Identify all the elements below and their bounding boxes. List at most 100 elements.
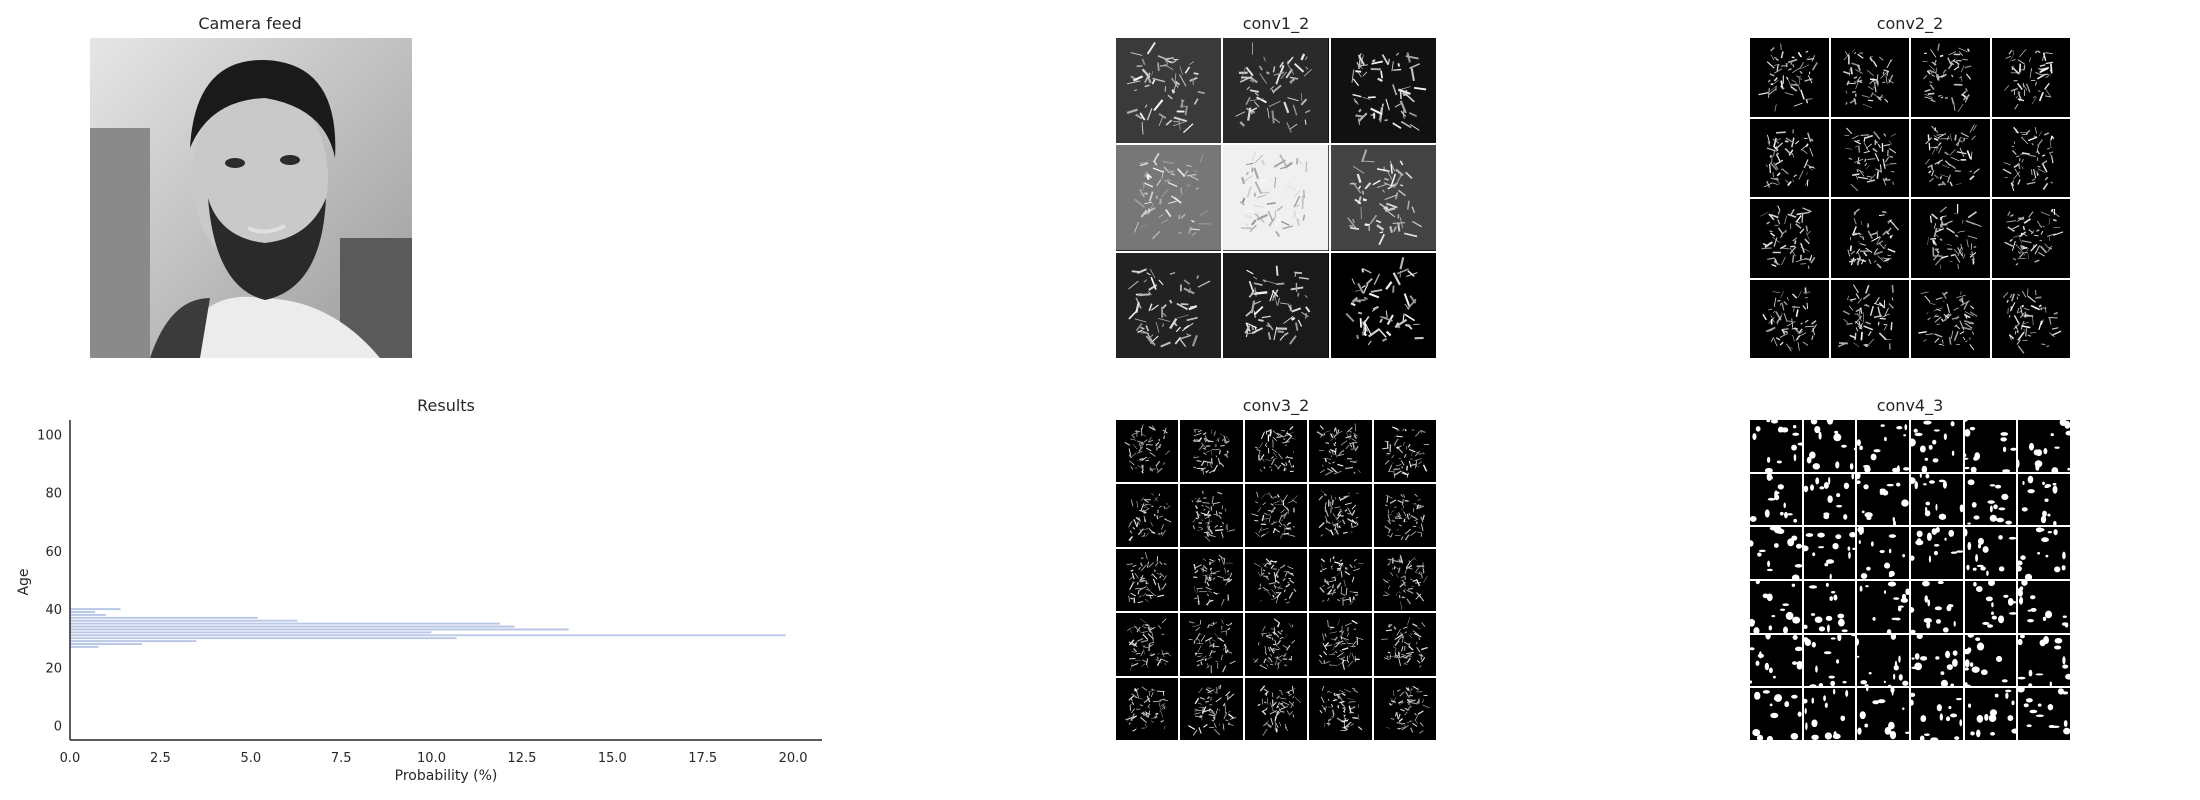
conv4-3-title: conv4_3 [1876,396,1944,415]
feature-map-tile [1803,420,1856,472]
feature-map-tile [1309,548,1372,612]
feature-map-tile [1180,613,1243,676]
feature-map-tile [1911,279,1990,358]
feature-map-tile [1116,145,1222,251]
feature-map-tile [1244,677,1308,740]
feature-map-tile [2018,473,2070,526]
feature-map-tile [1116,484,1179,547]
feature-map-tile [1116,420,1179,483]
feature-map-tile [1330,38,1436,144]
feature-map-tile [1116,38,1222,144]
feature-map-tile [1857,581,1909,633]
bars-group [69,607,787,649]
feature-map-tile [1309,420,1372,483]
feature-map-tile [1911,38,1990,117]
feature-map-tile [1116,252,1222,358]
bar-age-32 [69,631,432,634]
y-tick-label: 80 [45,487,62,502]
feature-map-tile [1964,473,2017,526]
feature-map-tile [2018,420,2070,472]
conv2-2-feature-grid [1750,38,2070,358]
feature-map-tile [1373,613,1436,676]
feature-map-tile [1911,473,1963,526]
bar-age-33 [69,628,570,631]
feature-map-tile [1330,252,1436,358]
feature-map-tile [1857,473,1909,526]
feature-map-tile [1857,527,1909,579]
bar-age-37 [69,616,259,620]
bar-age-35 [69,622,501,625]
feature-map-tile [1116,677,1179,740]
feature-map-tile [1830,279,1909,358]
chart-title: Results [417,396,475,415]
feature-map-tile [1750,688,1802,740]
feature-map-tile [1830,38,1909,117]
y-tick-label: 100 [37,429,62,444]
bar-age-38 [69,613,107,617]
feature-map-tile [1964,688,2017,740]
feature-map-tile [2018,581,2070,633]
x-tick-label: 5.0 [240,751,261,766]
feature-map-tile [1223,145,1329,251]
feature-map-tile [1750,634,1802,687]
feature-map-tile [1830,118,1909,197]
feature-map-tile [1911,688,1963,740]
feature-map-tile [1750,199,1829,278]
y-tick-label: 40 [45,603,62,618]
feature-map-tile [1750,473,1802,526]
x-tick-label: 17.5 [688,751,717,766]
feature-map-tile [1750,279,1829,358]
y-axis-label: Age [16,568,32,595]
x-ticks-group: 0.0 2.5 5.0 7.5 10.0 12.5 15.0 17.5 20.0 [60,751,808,766]
feature-map-tile [1373,548,1436,612]
feature-map-tile [1964,527,2017,579]
feature-map-tile [2018,688,2070,740]
feature-map-tile [1857,688,1909,740]
feature-map-tile [1373,677,1436,740]
feature-map-tile [1991,38,2070,117]
y-tick-label: 20 [45,661,62,676]
feature-map-tile [1911,581,1963,633]
feature-map-tile [1964,634,2017,687]
bar-age-31 [69,633,787,637]
feature-map-tile [1223,38,1329,144]
y-tick-label: 60 [45,545,62,560]
feature-map-tile [1373,420,1436,483]
feature-map-tile [1180,548,1243,612]
feature-map-tile [1991,199,2070,278]
conv2-2-title: conv2_2 [1876,14,1944,33]
x-tick-label: 0.0 [60,751,81,766]
feature-map-tile [1991,279,2070,358]
conv4-3-feature-grid [1750,420,2070,740]
feature-map-tile [1309,484,1372,547]
feature-map-tile [1244,548,1308,612]
feature-map-tile [1180,420,1243,483]
feature-map-tile [1857,634,1909,687]
feature-map-tile [1373,484,1436,547]
feature-map-tile [1750,420,1802,472]
feature-map-tile [1803,581,1856,633]
feature-map-tile [2018,527,2070,579]
feature-map-tile [1223,252,1329,358]
feature-map-tile [1244,420,1308,483]
feature-map-tile [1857,420,1909,472]
x-tick-label: 10.0 [417,751,446,766]
bar-age-40 [69,607,121,611]
feature-map-tile [1803,527,1856,579]
feature-map-tile [1180,484,1243,547]
feature-map-tile [1803,688,1856,740]
feature-map-tile [1750,527,1802,579]
x-tick-label: 15.0 [598,751,627,766]
bar-age-29 [69,639,197,643]
x-tick-label: 20.0 [779,751,808,766]
feature-map-tile [1911,118,1990,197]
feature-map-tile [1309,677,1372,740]
feature-map-tile [1116,613,1179,676]
x-tick-label: 2.5 [150,751,171,766]
feature-map-tile [1244,613,1308,676]
feature-map-tile [1911,199,1990,278]
bar-age-30 [69,636,458,640]
feature-map-tile [1803,634,1856,687]
feature-map-tile [1750,118,1829,197]
